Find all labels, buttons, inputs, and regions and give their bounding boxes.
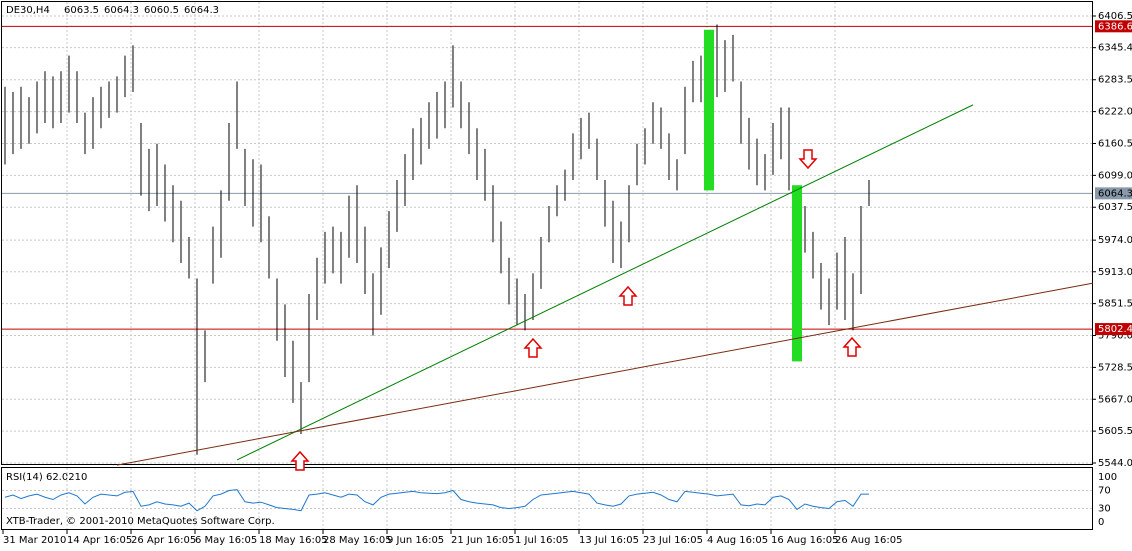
rsi-line <box>4 489 869 512</box>
close: 6064.3 <box>184 5 219 16</box>
rsi-tick-label: 100 <box>1098 472 1117 483</box>
price-label: 5802.4 <box>1098 324 1132 335</box>
rsi-tick-label: 70 <box>1098 486 1111 497</box>
x-tick-label: 28 May 16:05 <box>323 535 392 546</box>
rsi-title: RSI(14) 62.0210 <box>6 472 87 483</box>
open: 6063.5 <box>64 5 99 16</box>
x-tick-label: 9 Jun 16:05 <box>387 535 444 546</box>
x-tick-label: 14 Apr 16:05 <box>67 535 132 546</box>
x-tick-label: 13 Jul 16:05 <box>579 535 639 546</box>
x-tick-label: 26 Aug 16:05 <box>835 535 902 546</box>
y-tick-label: 6037.5 <box>1098 202 1132 213</box>
main-window <box>1 1 1093 465</box>
arrows <box>290 149 862 471</box>
x-tick-label: 6 May 16:05 <box>195 535 257 546</box>
rsi-tick-label: 0 <box>1098 517 1104 528</box>
high: 6064.3 <box>104 5 139 16</box>
footer: XTB-Trader, © 2001-2010 MetaQuotes Softw… <box>6 516 275 527</box>
x-tick-label: 21 Jun 16:05 <box>451 535 515 546</box>
x-tick-label: 4 Aug 16:05 <box>707 535 768 546</box>
highlight-bar <box>792 185 802 362</box>
y-tick-label: 6345.4 <box>1098 43 1132 54</box>
y-tick-label: 6222.0 <box>1098 107 1132 118</box>
trend-line <box>116 282 1094 466</box>
y-tick-label: 6160.5 <box>1098 138 1132 149</box>
trend-line <box>236 104 974 461</box>
y-tick-label: 6283.5 <box>1098 75 1132 86</box>
y-tick-label: 5974.0 <box>1098 235 1132 246</box>
price-label-box <box>1095 187 1132 200</box>
price-label: 6064.3 <box>1098 188 1132 199</box>
up-arrow <box>618 285 638 306</box>
rsi-window <box>1 467 1093 530</box>
y-tick-label: 5851.5 <box>1098 299 1132 310</box>
y-tick-label: 5544.0 <box>1098 458 1132 469</box>
down-arrow <box>798 149 818 170</box>
rsi-tick-label: 30 <box>1098 504 1111 515</box>
y-tick-label: 6099.0 <box>1098 170 1132 181</box>
price-label: 6386.6 <box>1098 21 1132 32</box>
x-tick-label: 18 May 16:05 <box>259 535 328 546</box>
up-arrow <box>290 450 310 471</box>
price-label-box <box>1095 323 1132 336</box>
symbol: DE30,H4 <box>6 5 50 16</box>
y-tick-label: 5728.5 <box>1098 362 1132 373</box>
y-tick-label: 5605.5 <box>1098 426 1132 437</box>
x-tick-label: 16 Aug 16:05 <box>771 535 838 546</box>
x-tick-label: 26 Apr 16:05 <box>131 535 196 546</box>
low: 6060.5 <box>144 5 179 16</box>
y-tick-label: 6406.5 <box>1098 11 1132 22</box>
y-tick-label: 5790.0 <box>1098 331 1132 342</box>
y-tick-label: 5667.0 <box>1098 394 1132 405</box>
x-tick-label: 1 Jul 16:05 <box>515 535 569 546</box>
up-arrow <box>523 337 543 358</box>
x-tick-label: 23 Jul 16:05 <box>643 535 703 546</box>
price-label-box <box>1095 20 1132 33</box>
y-tick-label: 5913.0 <box>1098 267 1132 278</box>
highlight-bar <box>704 29 714 191</box>
up-arrow <box>842 336 862 357</box>
x-tick-label: 31 Mar 2010 <box>3 535 66 546</box>
